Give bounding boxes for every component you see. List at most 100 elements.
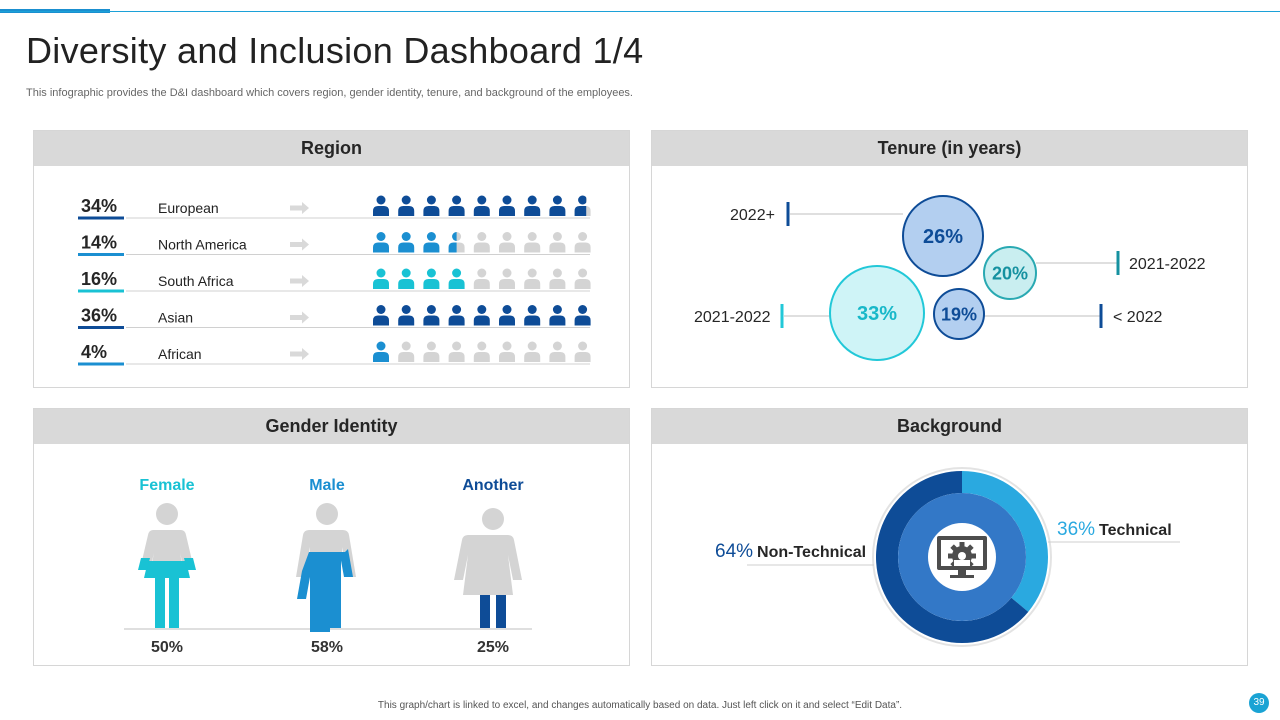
gender-figure-group: Male 58% xyxy=(296,477,356,656)
person-icon-partial-fill xyxy=(448,232,457,253)
donut-slice-technical xyxy=(962,471,1048,612)
tenure-label: 2021-2022 xyxy=(1129,256,1206,273)
region-row: 34% European xyxy=(78,195,591,220)
person-icon xyxy=(524,232,541,253)
person-icon xyxy=(448,305,465,326)
donut-slice-non-technical xyxy=(876,471,1029,643)
tenure-value: 26% xyxy=(923,226,963,248)
tenure-value: 20% xyxy=(992,263,1028,283)
page-subtitle: This infographic provides the D&I dashbo… xyxy=(26,87,633,99)
person-icon xyxy=(574,232,591,253)
region-percent: 34% xyxy=(81,196,117,216)
person-icon xyxy=(473,268,490,289)
person-icon xyxy=(398,195,415,216)
person-icon xyxy=(499,232,515,253)
monitor-gear-icon xyxy=(937,536,987,578)
person-icon xyxy=(423,341,440,362)
person-icon xyxy=(524,268,541,289)
person-icon xyxy=(549,341,566,362)
tenure-circle xyxy=(829,265,925,361)
tenure-circle xyxy=(983,246,1037,300)
arrow-icon xyxy=(290,311,309,324)
region-row: 36% Asian xyxy=(78,305,591,329)
background-title: Background xyxy=(652,409,1247,444)
person-icon xyxy=(423,305,440,326)
gender-percent: 50% xyxy=(151,639,183,656)
donut-value: 36% Technical xyxy=(1057,519,1172,540)
tenure-label: < 2022 xyxy=(1113,309,1162,326)
tenure-bubble: 2021-2022 20% xyxy=(983,246,1206,300)
person-icon xyxy=(398,268,415,289)
person-icon xyxy=(423,268,440,289)
gender-figure-group: Another 25% xyxy=(454,477,524,656)
region-label: Asian xyxy=(158,310,193,326)
person-icon xyxy=(448,232,465,253)
region-percent: 14% xyxy=(81,233,117,253)
person-icon xyxy=(373,341,389,362)
tenure-bubble: < 2022 19% xyxy=(933,288,1162,340)
person-icon xyxy=(448,268,465,289)
tenure-value: 33% xyxy=(857,303,897,325)
another-icon xyxy=(454,508,522,628)
person-icon xyxy=(549,305,566,326)
person-icon xyxy=(574,305,591,326)
another-fill xyxy=(480,595,490,628)
person-icon xyxy=(524,341,541,362)
region-label: South Africa xyxy=(158,273,234,289)
region-row: 16% South Africa xyxy=(78,268,591,293)
person-icon xyxy=(373,232,389,253)
region-chart: 34% European 14% North America 16% South Afri… xyxy=(78,195,591,366)
tenure-circle xyxy=(902,195,984,277)
person-icon xyxy=(373,195,389,216)
page-number: 39 xyxy=(1249,693,1269,713)
person-icon xyxy=(499,195,515,216)
gender-title: Gender Identity xyxy=(34,409,629,444)
donut-label-technical: 36% Technical xyxy=(1048,519,1180,543)
person-icon xyxy=(398,232,415,253)
person-icon xyxy=(398,305,415,326)
region-title: Region xyxy=(34,131,629,166)
arrow-icon xyxy=(290,202,309,214)
person-icon-partial-fill xyxy=(574,195,587,216)
gender-chart: Female 50% Male 58% Another 25% xyxy=(124,477,532,656)
person-icon xyxy=(574,341,591,362)
donut-slice-label: Technical xyxy=(1099,522,1172,539)
region-label: European xyxy=(158,200,219,216)
tenure-chart: 2022+ 26% 2021-2022 20% 2021-2022 33% < 2022 19… xyxy=(694,195,1206,361)
gender-panel: Gender Identity Female 50% Male 58% Another 2… xyxy=(33,408,630,666)
footer-note: This graph/chart is linked to excel, and… xyxy=(377,700,903,711)
top-rule xyxy=(0,11,1280,12)
arrow-icon xyxy=(290,238,309,251)
person-icon xyxy=(473,341,490,362)
gender-label: Female xyxy=(139,477,194,494)
male-icon xyxy=(296,503,356,632)
person-icon xyxy=(524,195,541,216)
person-icon xyxy=(574,268,591,289)
arrow-icon xyxy=(290,348,309,360)
person-icon xyxy=(448,341,465,362)
gender-label: Male xyxy=(309,477,345,494)
person-icon xyxy=(499,305,515,326)
region-label: North America xyxy=(158,237,247,253)
donut-percent: 36% xyxy=(1057,519,1095,540)
person-icon xyxy=(423,232,440,253)
person-icon xyxy=(574,195,591,216)
person-icon xyxy=(499,341,515,362)
tenure-title: Tenure (in years) xyxy=(652,131,1247,166)
donut-slice-label: Non-Technical xyxy=(757,544,866,561)
tenure-label: 2021-2022 xyxy=(694,309,771,326)
page-title: Diversity and Inclusion Dashboard 1/4 xyxy=(26,30,644,71)
female-icon xyxy=(138,503,196,628)
gender-percent: 58% xyxy=(311,639,343,656)
tenure-bubble: 2021-2022 33% xyxy=(694,265,925,361)
background-chart: 36% Technical 64% Non-Technical xyxy=(715,467,1180,647)
donut-label-non-technical: 64% Non-Technical xyxy=(715,541,874,566)
region-percent: 16% xyxy=(81,269,117,289)
female-fill xyxy=(144,561,190,578)
tenure-circle xyxy=(933,288,985,340)
region-label: African xyxy=(158,346,202,362)
person-icon xyxy=(499,268,515,289)
person-icon xyxy=(473,305,490,326)
arrow-icon xyxy=(290,275,309,287)
gender-figure-group: Female 50% xyxy=(138,477,196,656)
